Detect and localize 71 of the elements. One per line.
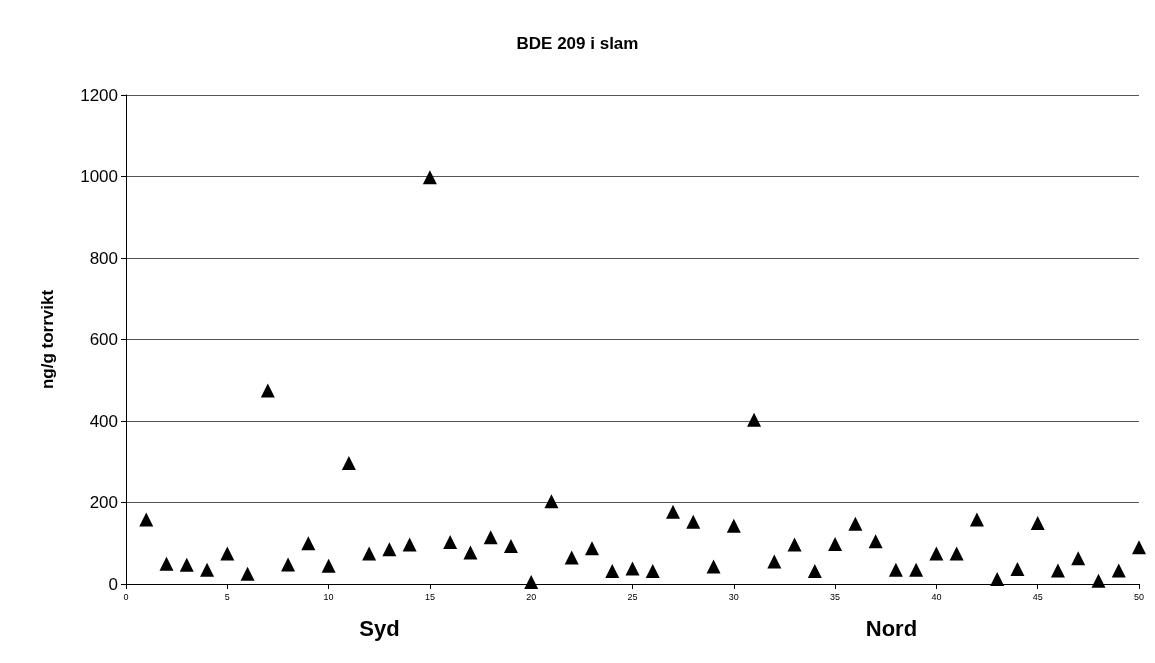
x-tick-label: 50 (1133, 591, 1144, 602)
point (929, 546, 944, 561)
point (159, 556, 174, 571)
x-tick-label: 25 (627, 591, 638, 602)
point (1111, 563, 1126, 578)
point (321, 558, 336, 573)
point (1030, 515, 1045, 530)
point (402, 537, 417, 552)
point (240, 566, 255, 581)
text: Syd (359, 615, 400, 641)
y-tick-label: 1000 (80, 167, 118, 186)
point (767, 554, 782, 569)
x-tick-label: 20 (526, 591, 537, 602)
point (179, 557, 194, 572)
point (888, 562, 903, 577)
point (909, 562, 924, 577)
y-tick-label: 200 (89, 493, 118, 512)
x-tick-label: 15 (424, 591, 435, 602)
point (625, 561, 640, 576)
point (1091, 573, 1106, 588)
chart-title: BDE 209 i slam (516, 34, 639, 53)
y-tick-label: 400 (89, 411, 118, 431)
point (807, 563, 822, 578)
y-tick-label: 600 (89, 330, 118, 349)
point (281, 557, 296, 572)
point (422, 170, 437, 185)
point (828, 537, 843, 552)
point (301, 536, 316, 551)
point (139, 512, 154, 527)
point (503, 539, 518, 554)
y-tick-label: 1200 (80, 85, 118, 105)
point (747, 412, 762, 427)
y-tick-label: 800 (89, 248, 118, 268)
y-axis-title: ng/g torrvikt (38, 289, 57, 390)
point (341, 455, 356, 470)
x-tick-label: 40 (931, 591, 942, 602)
point (645, 563, 660, 578)
point (382, 542, 397, 557)
point (706, 559, 721, 574)
point (726, 518, 741, 533)
point (544, 494, 559, 509)
point (443, 535, 458, 550)
point (584, 541, 599, 556)
point (787, 537, 802, 552)
point (463, 545, 478, 560)
point (990, 572, 1005, 587)
x-tick-label: 10 (323, 591, 334, 602)
x-tick-label: 5 (224, 591, 230, 602)
point (1010, 561, 1025, 576)
point (666, 504, 681, 519)
point (1131, 540, 1146, 555)
point (524, 574, 539, 589)
point (969, 512, 984, 527)
point (605, 563, 620, 578)
point (220, 546, 235, 561)
x-tick-label: 35 (830, 591, 841, 602)
x-tick-label: 0 (123, 591, 129, 602)
point (362, 546, 377, 561)
x-tick-label: 45 (1032, 591, 1043, 602)
point (686, 514, 701, 529)
point (483, 530, 498, 545)
x-tick-label: 30 (728, 591, 739, 602)
point (1050, 563, 1065, 578)
point (868, 534, 883, 549)
point (260, 383, 275, 398)
point (200, 562, 215, 577)
point (1071, 551, 1086, 566)
point (949, 546, 964, 561)
point (848, 516, 863, 531)
point (564, 550, 579, 565)
text: Nord (865, 615, 918, 641)
